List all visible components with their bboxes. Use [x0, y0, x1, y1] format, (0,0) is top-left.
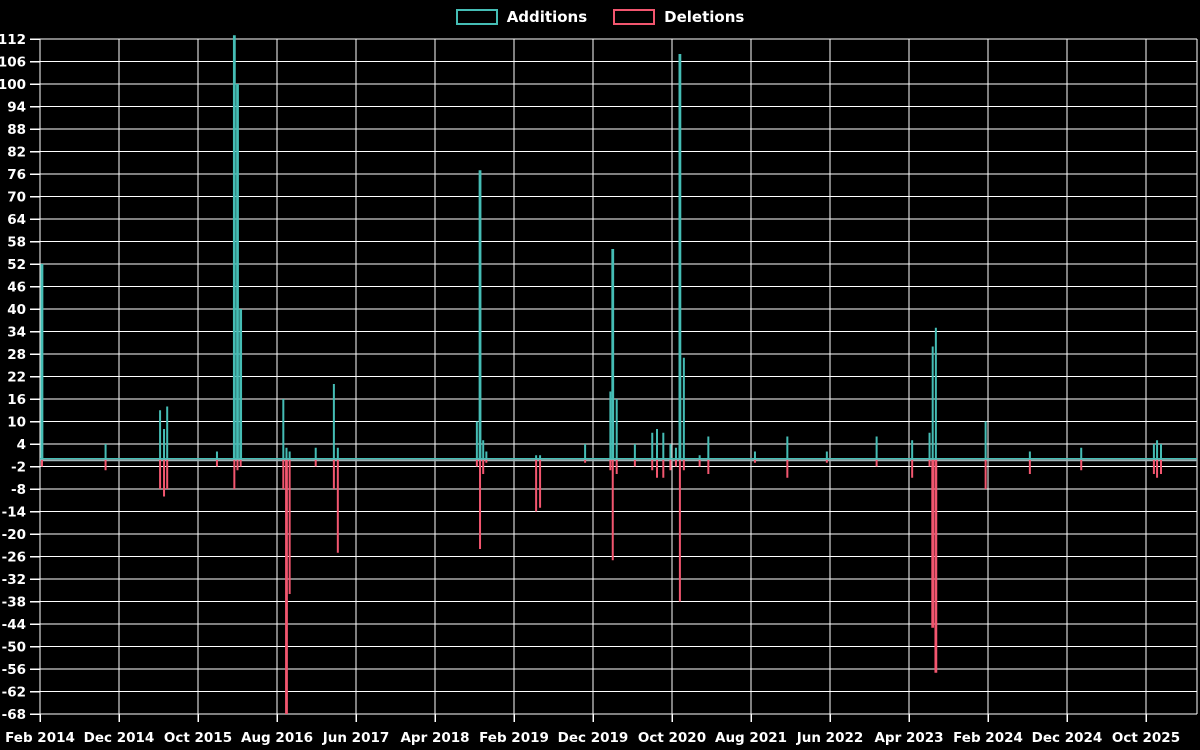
y-tick-label: 82 [7, 145, 26, 161]
y-tick-label: -50 [2, 640, 26, 656]
x-tick-label: Feb 2019 [479, 730, 549, 746]
additions-series [40, 35, 1163, 460]
x-tick-label: Dec 2024 [1032, 730, 1103, 746]
y-tick-label: 88 [7, 122, 26, 138]
chart-legend: Additions Deletions [0, 6, 1200, 28]
deletions-series [40, 460, 1163, 714]
x-tick-label: Aug 2016 [241, 730, 313, 746]
vertical-gridlines [39, 39, 1198, 722]
y-tick-label: 4 [17, 437, 26, 453]
y-tick-label: -26 [2, 550, 26, 566]
y-tick-label: -20 [2, 527, 26, 543]
x-tick-label: Aug 2021 [715, 730, 787, 746]
y-tick-label: 58 [7, 235, 26, 251]
y-axis-labels: -68 -62 -56 -50 -44 -38 -32 -26 -20 -14 -8 -2 4 10 16 2… [0, 32, 26, 723]
additions-swatch [455, 9, 498, 25]
y-tick-label: 76 [7, 167, 26, 183]
y-tick-label: 28 [7, 347, 26, 363]
legend-additions-label: Additions [506, 7, 588, 26]
y-tick-label: 46 [7, 280, 26, 296]
y-tick-label: -62 [2, 685, 26, 701]
legend-item-additions[interactable]: Additions [455, 7, 588, 26]
x-tick-label: Oct 2015 [164, 730, 232, 746]
x-tick-label: Apr 2023 [874, 730, 943, 746]
y-tick-label: -14 [2, 505, 26, 521]
x-tick-label: Feb 2024 [953, 730, 1023, 746]
x-tick-label: Jun 2022 [796, 730, 864, 746]
x-tick-label: Dec 2019 [558, 730, 629, 746]
y-tick-label: -56 [2, 662, 26, 678]
x-tick-label: Feb 2014 [5, 730, 75, 746]
x-tick-label: Apr 2018 [400, 730, 469, 746]
y-tick-label: 112 [0, 32, 26, 48]
y-tick-label: 34 [7, 325, 26, 341]
y-tick-label: -2 [11, 460, 26, 476]
y-tick-label: 64 [7, 212, 26, 228]
y-tick-label: 52 [7, 257, 26, 273]
x-axis-labels: Feb 2014 Dec 2014 Oct 2015 Aug 2016 Jun 2017… [5, 730, 1180, 746]
y-tick-label: -68 [2, 707, 26, 723]
y-tick-label: 40 [7, 302, 26, 318]
horizontal-gridlines [40, 38, 1197, 715]
x-tick-label: Oct 2025 [1112, 730, 1180, 746]
y-tick-label: 70 [7, 190, 26, 206]
deletions-swatch [613, 9, 656, 25]
y-tick-label: -32 [2, 572, 26, 588]
y-tick-label: -44 [2, 617, 26, 633]
y-tick-label: 22 [7, 370, 26, 386]
y-tick-label: 10 [7, 415, 26, 431]
y-tick-label: 16 [7, 392, 26, 408]
legend-deletions-label: Deletions [664, 7, 745, 26]
y-tick-label: 94 [7, 100, 26, 116]
legend-item-deletions[interactable]: Deletions [613, 9, 744, 25]
zero-baseline [40, 457, 1197, 462]
y-tick-label: 100 [0, 77, 26, 93]
x-tick-label: Oct 2020 [638, 730, 706, 746]
y-tick-label: -38 [2, 595, 26, 611]
y-axis-ticks [30, 38, 40, 715]
x-tick-label: Jun 2017 [322, 730, 390, 746]
x-tick-label: Dec 2014 [84, 730, 155, 746]
y-tick-label: 106 [0, 55, 26, 71]
y-tick-label: -8 [11, 482, 26, 498]
